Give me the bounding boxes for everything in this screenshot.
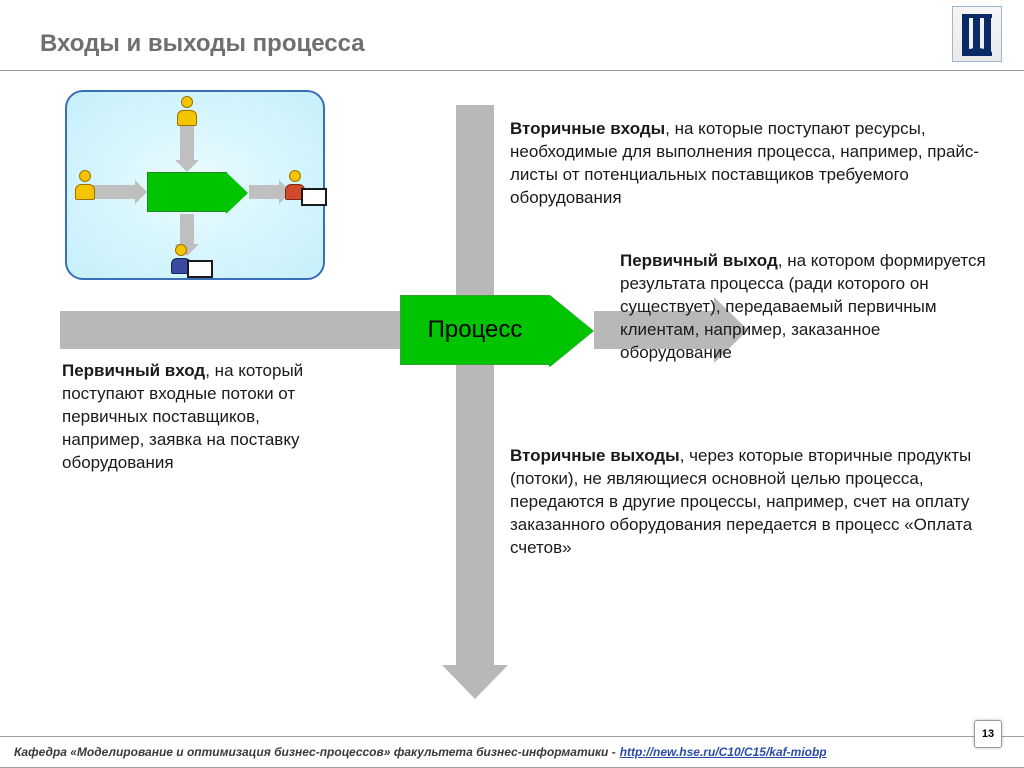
footer: Кафедра «Моделирование и оптимизация биз…	[0, 736, 1024, 768]
text-secondary-in: Вторичные входы, на которые поступают ре…	[510, 118, 980, 210]
mini-person-top-icon	[175, 96, 199, 126]
arrow-primary-in-icon	[60, 311, 400, 349]
arrow-secondary-in-icon	[456, 105, 494, 295]
mini-arrow-bottom-icon	[180, 214, 194, 244]
text-secondary-in-bold: Вторичные входы	[510, 119, 665, 138]
footer-text: Кафедра «Моделирование и оптимизация биз…	[14, 745, 616, 759]
mini-arrow-right-icon	[249, 185, 279, 199]
text-secondary-out-bold: Вторичные выходы	[510, 446, 680, 465]
slide-title: Входы и выходы процесса	[40, 30, 365, 58]
text-primary-in-bold: Первичный вход	[62, 361, 205, 380]
footer-url: http://new.hse.ru/C10/C15/kaf-miobp	[620, 745, 827, 759]
text-secondary-out: Вторичные выходы, через которые вторичны…	[510, 445, 980, 560]
hse-logo-icon	[952, 6, 1002, 62]
slide: Входы и выходы процесса Процесс	[0, 0, 1024, 768]
mini-person-left-icon	[73, 170, 97, 200]
text-primary-out-bold: Первичный выход	[620, 251, 778, 270]
process-thumbnail	[65, 90, 325, 280]
page-number: 13	[982, 728, 994, 740]
mini-box-right-icon	[301, 188, 327, 206]
text-primary-out: Первичный выход, на котором формируется …	[620, 250, 990, 365]
title-divider	[0, 70, 1024, 71]
process-node: Процесс	[400, 295, 550, 365]
mini-arrow-top-icon	[180, 126, 194, 160]
mini-box-bottom-icon	[187, 260, 213, 278]
page-number-badge: 13	[974, 720, 1002, 748]
text-primary-in: Первичный вход, на который поступают вхо…	[62, 360, 312, 475]
mini-process-shape	[147, 172, 227, 212]
arrow-secondary-out-icon	[456, 365, 494, 665]
process-label: Процесс	[428, 316, 523, 344]
